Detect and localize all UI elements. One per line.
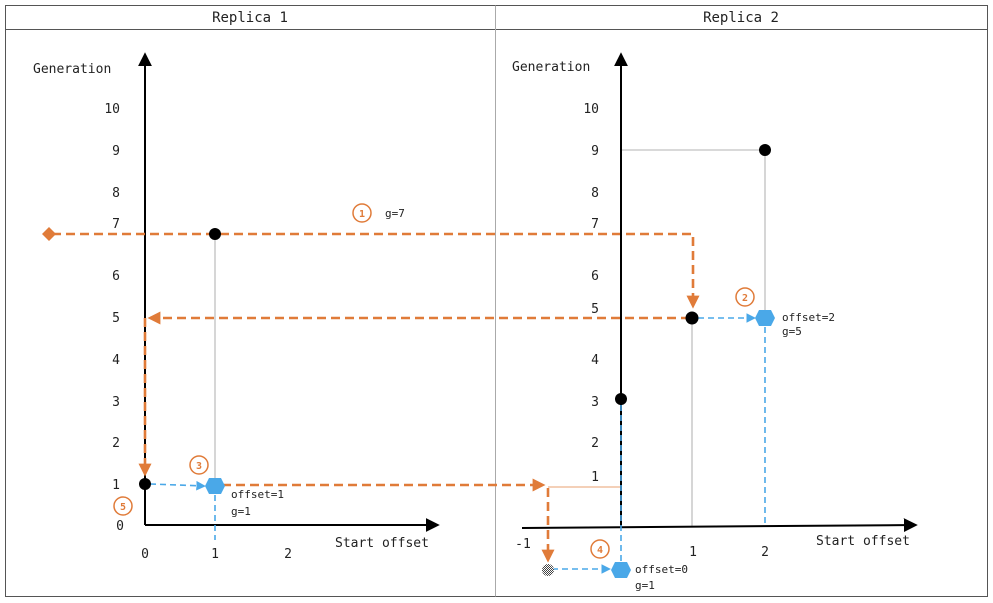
r1-blue-arrow [149, 480, 206, 491]
r2-ytick: 8 [591, 186, 599, 201]
step2-badge: 2 [735, 287, 755, 307]
r2-y-axis-label: Generation [512, 60, 590, 75]
r1-ytick: 3 [112, 395, 120, 410]
step3-note-offset: offset=1 [231, 488, 284, 501]
r2-hexagon-offset2 [755, 310, 775, 326]
r1-ytick: 8 [112, 186, 120, 201]
r2-xtick: -1 [515, 537, 531, 552]
r1-ytick: 4 [112, 353, 120, 368]
step1-badge: 1 [352, 203, 372, 223]
r2-ytick: 6 [591, 269, 599, 284]
r1-ytick: 1 [112, 478, 120, 493]
r1-ytick: 2 [112, 436, 120, 451]
r2-point-offset2-gen9 [759, 144, 771, 156]
r1-ytick: 9 [112, 144, 120, 159]
r1-hexagon [205, 478, 225, 494]
r1-ytick: 7 [112, 217, 120, 232]
r2-x-axis [521, 518, 918, 533]
r2-xtick: 1 [689, 545, 697, 560]
svg-text:5: 5 [120, 502, 126, 513]
r1-xtick: 1 [211, 547, 219, 562]
r1-xtick: 0 [141, 547, 149, 562]
r2-hexagon-offset0 [611, 562, 631, 578]
svg-text:3: 3 [196, 461, 202, 472]
r2-ytick: 10 [583, 102, 599, 117]
step4-note-gen: g=1 [635, 579, 655, 592]
svg-text:2: 2 [742, 293, 748, 304]
step3-note-gen: g=1 [231, 505, 251, 518]
step4-badge: 4 [590, 539, 610, 559]
r2-ytick: 7 [591, 217, 599, 232]
replica1-plot: Generation Start offset 10 9 8 7 6 5 4 3… [33, 52, 700, 562]
r2-ytick: 2 [591, 436, 599, 451]
r2-hatched-point [542, 564, 554, 576]
step3-badge: 3 [189, 455, 209, 475]
r2-ytick: 9 [591, 144, 599, 159]
r2-ytick: 4 [591, 353, 599, 368]
r2-ytick: 1 [591, 470, 599, 485]
replica2-plot: Generation Start offset 10 9 8 7 6 5 4 3… [512, 52, 918, 592]
r2-xtick: 2 [761, 545, 769, 560]
r1-point-offset1-gen7 [209, 228, 221, 240]
table-border [5, 5, 988, 597]
r1-y-axis-label: Generation [33, 62, 111, 77]
replica2-header: Replica 2 [703, 10, 779, 26]
svg-text:1: 1 [359, 209, 365, 220]
r2-point-offset1-gen5 [685, 311, 699, 325]
step5-badge: 5 [113, 496, 133, 516]
r1-ytick: 0 [116, 519, 124, 534]
r2-ytick: 3 [591, 395, 599, 410]
r2-x-axis-label: Start offset [816, 534, 910, 549]
svg-text:4: 4 [597, 545, 603, 556]
step2-note-offset: offset=2 [782, 311, 835, 324]
start-diamond [42, 227, 56, 241]
r1-xtick: 2 [284, 547, 292, 562]
step2-note-gen: g=5 [782, 325, 802, 338]
r1-x-axis-label: Start offset [335, 536, 429, 551]
r2-ytick: 5 [591, 302, 599, 317]
step1-arrow-path [52, 232, 700, 309]
r1-ytick: 5 [112, 311, 120, 326]
step4-note-offset: offset=0 [635, 563, 688, 576]
r1-point-offset0-gen1 [139, 478, 151, 490]
replica1-header: Replica 1 [212, 10, 288, 26]
r1-ytick: 10 [104, 102, 120, 117]
r2-point-offset0-gen3 [615, 393, 627, 405]
r1-ytick: 6 [112, 269, 120, 284]
step1-note: g=7 [385, 207, 405, 220]
